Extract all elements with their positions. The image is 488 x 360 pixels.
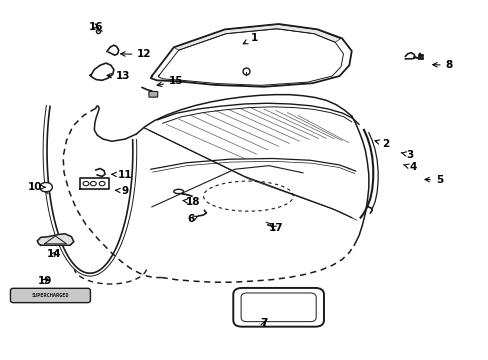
Circle shape — [83, 181, 89, 186]
FancyBboxPatch shape — [241, 293, 316, 321]
Text: 4: 4 — [403, 162, 416, 172]
Text: 15: 15 — [157, 76, 183, 86]
Text: SUPERCHARGED: SUPERCHARGED — [32, 293, 69, 298]
Circle shape — [40, 183, 52, 192]
Text: 9: 9 — [115, 186, 128, 196]
Circle shape — [90, 181, 96, 186]
Text: 2: 2 — [374, 139, 389, 149]
FancyBboxPatch shape — [233, 288, 324, 327]
Text: 8: 8 — [432, 60, 452, 70]
Text: 7: 7 — [260, 319, 267, 328]
Text: 10: 10 — [27, 182, 45, 192]
Text: 13: 13 — [107, 71, 130, 81]
Ellipse shape — [173, 189, 183, 194]
Text: 12: 12 — [121, 49, 151, 59]
FancyBboxPatch shape — [149, 91, 158, 97]
Circle shape — [99, 181, 105, 186]
Text: 17: 17 — [268, 224, 283, 233]
Text: 16: 16 — [88, 22, 103, 32]
Text: 1: 1 — [243, 33, 257, 44]
FancyBboxPatch shape — [10, 288, 90, 303]
Text: 5: 5 — [424, 175, 442, 185]
Text: 18: 18 — [183, 197, 200, 207]
Text: 3: 3 — [400, 150, 413, 160]
Text: 6: 6 — [187, 215, 197, 224]
Text: 11: 11 — [112, 170, 132, 180]
Polygon shape — [173, 24, 340, 50]
Text: 19: 19 — [37, 276, 52, 286]
Text: 14: 14 — [47, 248, 61, 258]
Polygon shape — [37, 234, 74, 245]
